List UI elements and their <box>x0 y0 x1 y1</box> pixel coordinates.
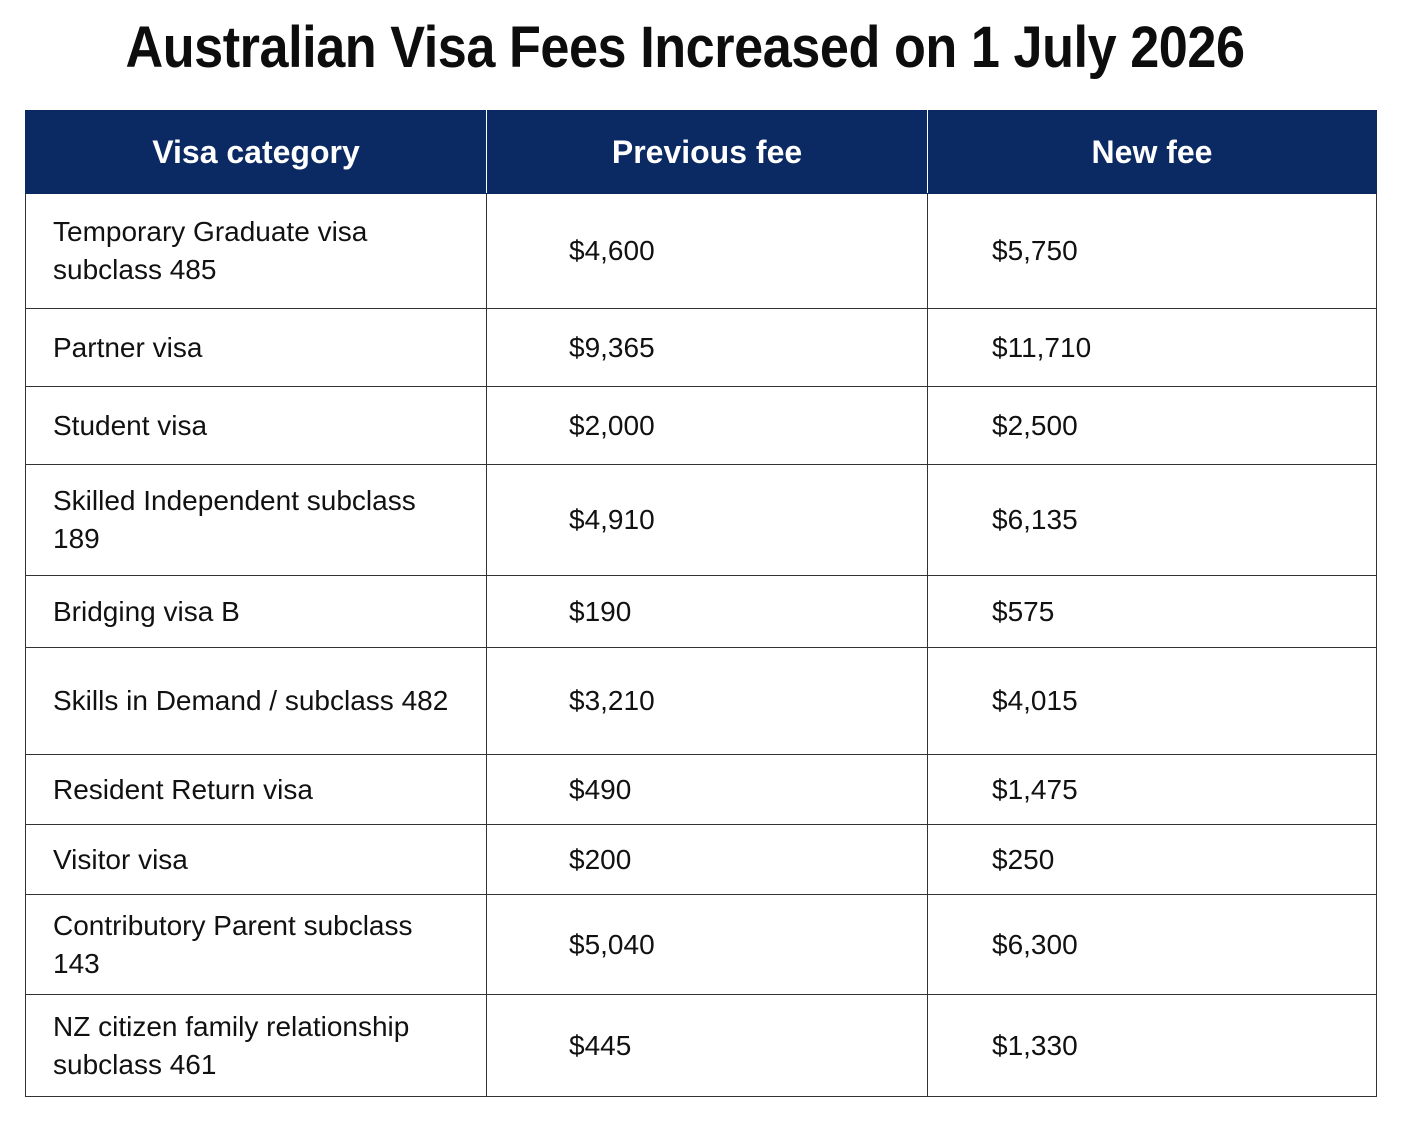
previous-fee-cell: $2,000 <box>486 386 928 465</box>
visa-category-cell: Student visa <box>25 386 487 465</box>
visa-category-cell: Temporary Graduate visa subclass 485 <box>25 193 487 309</box>
page-title: Australian Visa Fees Increased on 1 July… <box>125 15 1245 80</box>
visa-category-cell: Bridging visa B <box>25 575 487 648</box>
table-row: NZ citizen family relationship subclass … <box>25 994 1377 1097</box>
previous-fee-cell: $3,210 <box>486 647 928 755</box>
new-fee-cell: $4,015 <box>927 647 1377 755</box>
column-header-previous-fee: Previous fee <box>486 110 928 194</box>
column-header-visa-category: Visa category <box>25 110 487 194</box>
previous-fee-cell: $9,365 <box>486 308 928 387</box>
new-fee-cell: $5,750 <box>927 193 1377 309</box>
new-fee-cell: $575 <box>927 575 1377 648</box>
table-row: Temporary Graduate visa subclass 485 $4,… <box>25 193 1377 309</box>
visa-category-cell: Skills in Demand / subclass 482 <box>25 647 487 755</box>
table-row: Partner visa $9,365 $11,710 <box>25 308 1377 387</box>
table-row: Skills in Demand / subclass 482 $3,210 $… <box>25 647 1377 755</box>
visa-category-cell: NZ citizen family relationship subclass … <box>25 994 487 1097</box>
table-row: Student visa $2,000 $2,500 <box>25 386 1377 465</box>
visa-category-cell: Partner visa <box>25 308 487 387</box>
new-fee-cell: $11,710 <box>927 308 1377 387</box>
table-row: Skilled Independent subclass 189 $4,910 … <box>25 464 1377 576</box>
new-fee-cell: $1,330 <box>927 994 1377 1097</box>
new-fee-cell: $1,475 <box>927 754 1377 825</box>
visa-fee-table: Visa category Previous fee New fee Tempo… <box>25 110 1377 1097</box>
visa-category-cell: Visitor visa <box>25 824 487 895</box>
visa-category-cell: Resident Return visa <box>25 754 487 825</box>
previous-fee-cell: $4,910 <box>486 464 928 576</box>
new-fee-cell: $6,300 <box>927 894 1377 995</box>
new-fee-cell: $2,500 <box>927 386 1377 465</box>
table-row: Bridging visa B $190 $575 <box>25 575 1377 648</box>
previous-fee-cell: $200 <box>486 824 928 895</box>
table-row: Resident Return visa $490 $1,475 <box>25 754 1377 825</box>
previous-fee-cell: $445 <box>486 994 928 1097</box>
column-header-new-fee: New fee <box>927 110 1377 194</box>
previous-fee-cell: $190 <box>486 575 928 648</box>
table-header-row: Visa category Previous fee New fee <box>25 110 1377 194</box>
visa-category-cell: Contributory Parent subclass 143 <box>25 894 487 995</box>
previous-fee-cell: $4,600 <box>486 193 928 309</box>
previous-fee-cell: $490 <box>486 754 928 825</box>
table-row: Visitor visa $200 $250 <box>25 824 1377 895</box>
new-fee-cell: $250 <box>927 824 1377 895</box>
table-row: Contributory Parent subclass 143 $5,040 … <box>25 894 1377 995</box>
previous-fee-cell: $5,040 <box>486 894 928 995</box>
visa-category-cell: Skilled Independent subclass 189 <box>25 464 487 576</box>
new-fee-cell: $6,135 <box>927 464 1377 576</box>
